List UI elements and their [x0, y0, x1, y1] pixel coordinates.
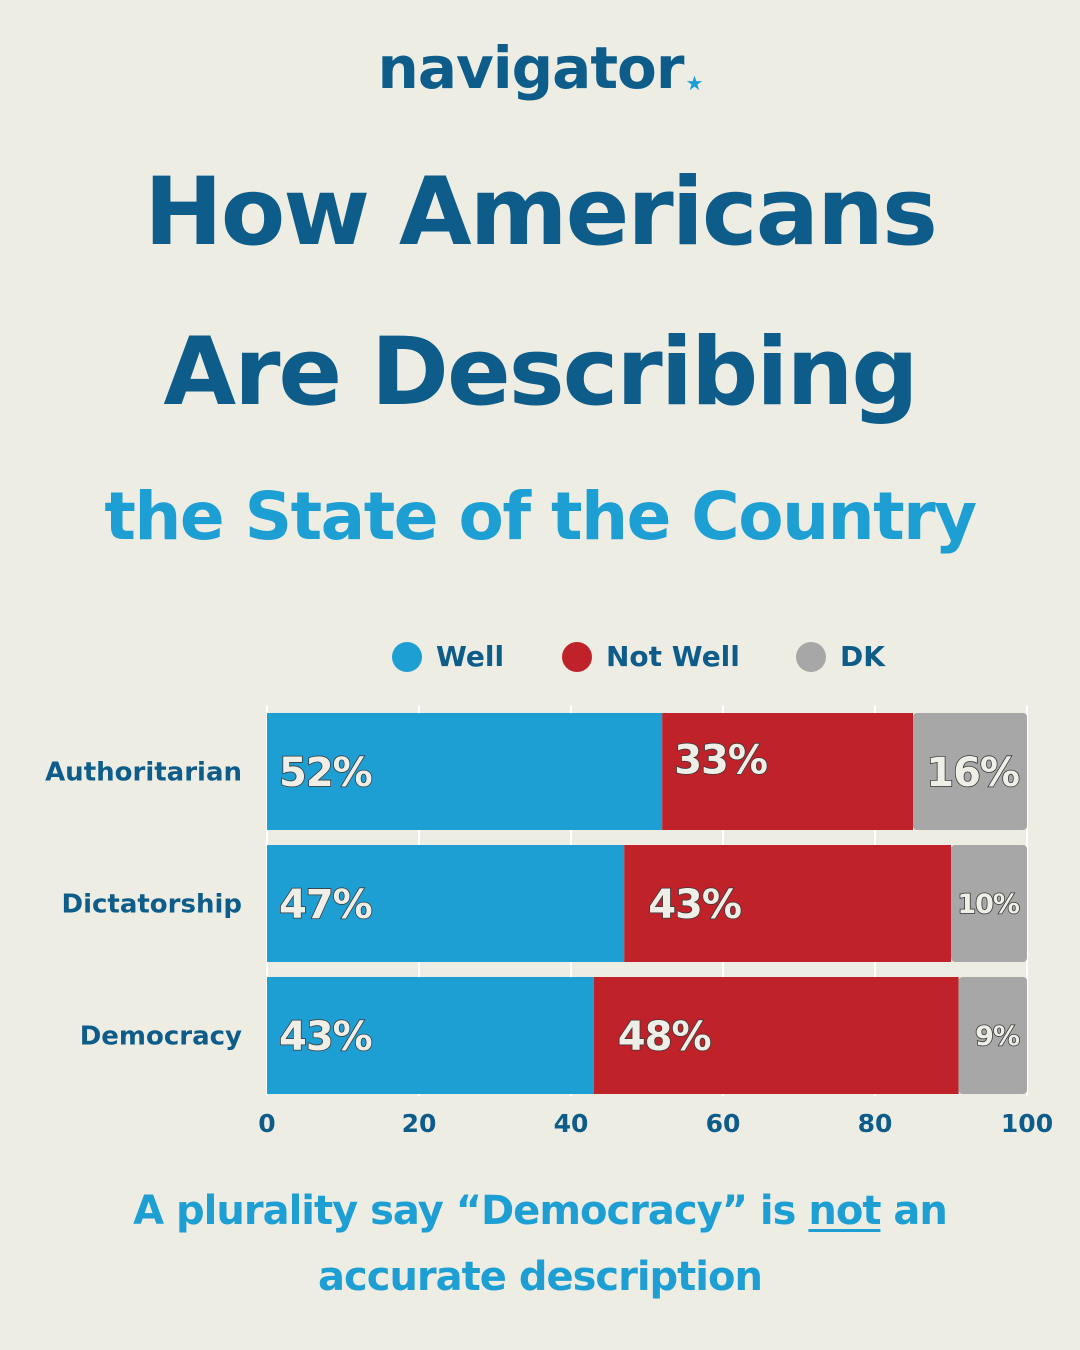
- data-label-dk-democracy: 9%: [975, 1021, 1020, 1052]
- legend-item-not-well: Not Well: [562, 640, 740, 673]
- bar-well-authoritarian: [267, 713, 663, 830]
- data-label-dk-dictatorship: 10%: [957, 889, 1020, 920]
- navigator-logo: navigator ★: [0, 34, 1080, 102]
- x-tick-label-80: 80: [858, 1109, 893, 1138]
- bar-not-well-authoritarian: [662, 713, 913, 830]
- footer-emphasis: not: [808, 1188, 881, 1234]
- legend-swatch-dk: [796, 641, 826, 672]
- subtitle: the State of the Country: [104, 478, 977, 555]
- bar-not-well-democracy: [593, 977, 959, 1094]
- legend-label-not-well: Not Well: [606, 640, 740, 673]
- x-tick-label-20: 20: [402, 1109, 437, 1138]
- x-tick-label-60: 60: [706, 1109, 741, 1138]
- legend-item-dk: DK: [796, 640, 885, 673]
- category-label-authoritarian: Authoritarian: [45, 758, 242, 788]
- data-label-not-well-authoritarian: 33%: [674, 738, 767, 784]
- star-icon: ★: [685, 71, 704, 95]
- data-label-not-well-democracy: 48%: [618, 1014, 711, 1060]
- legend-label-well: Well: [436, 640, 505, 673]
- legend-item-well: Well: [392, 640, 504, 673]
- footer-text-before: A plurality say “Democracy” is: [133, 1188, 809, 1234]
- data-label-well-democracy: 43%: [279, 1014, 372, 1060]
- title-line-1: How Americans: [144, 158, 938, 267]
- data-label-well-dictatorship: 47%: [279, 882, 372, 928]
- x-tick-label-0: 0: [258, 1109, 275, 1138]
- chart-legend: Well Not Well DK: [0, 640, 1080, 680]
- legend-swatch-not-well: [562, 641, 592, 672]
- footer-line-1: A plurality say “Democracy” is not an: [0, 1178, 1080, 1244]
- category-label-democracy: Democracy: [80, 1022, 242, 1052]
- data-label-well-authoritarian: 52%: [279, 750, 372, 796]
- legend-swatch-well: [392, 641, 422, 672]
- data-label-not-well-dictatorship: 43%: [648, 882, 741, 928]
- brand-name: navigator: [377, 34, 685, 102]
- bar-well-dictatorship: [267, 845, 625, 962]
- bar-dk-dictatorship: [951, 845, 1027, 962]
- category-label-dictatorship: Dictatorship: [61, 890, 242, 920]
- footer-note: A plurality say “Democracy” is not an ac…: [0, 1178, 1080, 1310]
- data-label-dk-authoritarian: 16%: [926, 750, 1019, 796]
- x-tick-label-100: 100: [1001, 1109, 1053, 1138]
- bar-well-democracy: [267, 977, 594, 1094]
- bar-dk-authoritarian: [913, 713, 1027, 830]
- bar-not-well-dictatorship: [624, 845, 951, 962]
- footer-line-2: accurate description: [318, 1254, 763, 1300]
- legend-label-dk: DK: [840, 640, 885, 673]
- title-line-2: Are Describing: [163, 318, 918, 427]
- footer-text-after: an: [880, 1188, 947, 1234]
- bar-dk-democracy: [958, 977, 1027, 1094]
- x-tick-label-40: 40: [554, 1109, 589, 1138]
